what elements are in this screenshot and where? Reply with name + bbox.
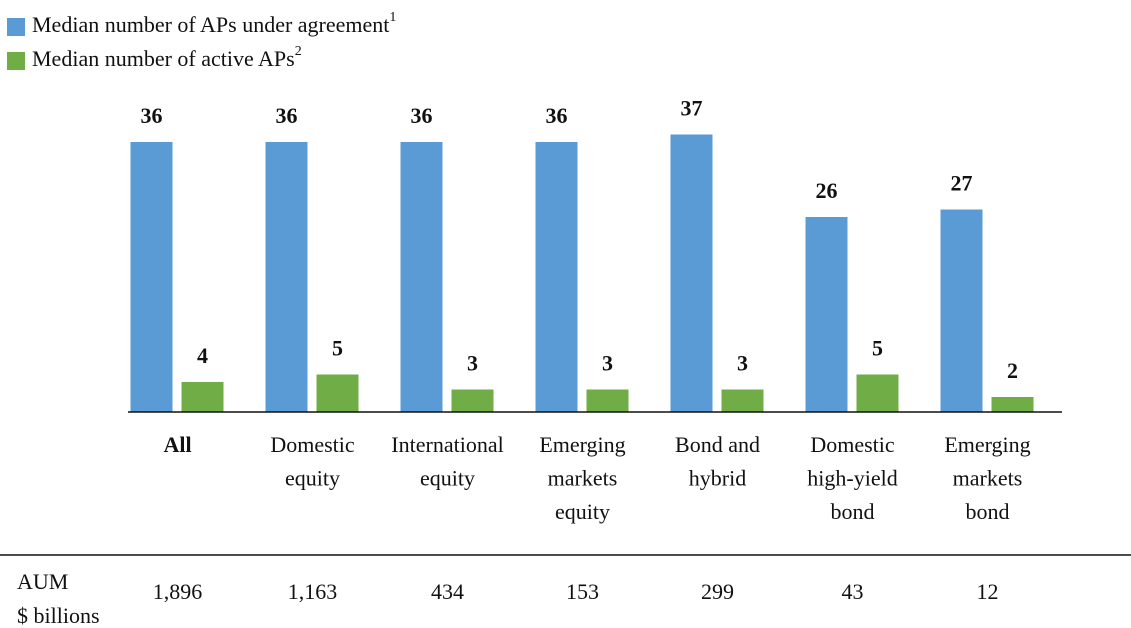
bar [586,389,629,412]
data-label: 3 [737,351,748,376]
data-label: 3 [467,351,478,376]
x-tick-label: bond [831,499,875,524]
data-label: 26 [816,178,838,203]
legend-swatch [7,18,25,36]
bar [940,209,983,412]
legend-note: 2 [295,44,302,59]
x-tick-label: markets [953,466,1023,491]
data-label: 36 [546,103,568,128]
bar [265,142,308,412]
bar [400,142,443,412]
x-tick-label: equity [420,466,475,491]
x-tick-label: high-yield [807,466,897,491]
data-label: 5 [332,336,343,361]
x-tick-label: equity [285,466,340,491]
legend-label: Median number of active APs2 [32,44,302,71]
bar [805,217,848,412]
bar [991,397,1034,412]
legend-name: Median number of active APs [32,46,295,71]
legend-label: Median number of APs under agreement1 [32,10,396,37]
aum-label: AUM [17,569,68,594]
aum-value: 299 [701,579,734,604]
aum-label: $ billions [17,603,100,628]
data-label: 4 [197,343,208,368]
x-tick-label: All [163,432,191,457]
x-tick-label: Emerging [539,432,625,457]
x-tick-label: Bond and [675,432,760,457]
bar [670,134,713,412]
aum-value: 1,163 [288,579,338,604]
legend-swatch [7,52,25,70]
data-label: 3 [602,351,613,376]
data-label: 36 [411,103,433,128]
x-tick-label: Emerging [944,432,1030,457]
data-label: 5 [872,336,883,361]
bar [721,389,764,412]
x-tick-label: Domestic [270,432,355,457]
data-label: 37 [681,96,703,121]
aum-value: 1,896 [153,579,203,604]
bar [451,389,494,412]
bar [181,382,224,412]
data-label: 36 [276,103,298,128]
bar [535,142,578,412]
data-label: 2 [1007,358,1018,383]
x-tick-label: bond [966,499,1010,524]
aum-value: 153 [566,579,599,604]
legend-note: 1 [389,10,396,25]
data-label: 36 [141,103,163,128]
x-tick-label: International [391,432,503,457]
bar [130,142,173,412]
legend-name: Median number of APs under agreement [32,12,389,37]
aum-value: 434 [431,579,464,604]
x-tick-label: hybrid [689,466,746,491]
bar [856,374,899,412]
bar [316,374,359,412]
x-tick-label: equity [555,499,610,524]
data-label: 27 [951,171,973,196]
aum-value: 43 [842,579,864,604]
x-tick-label: markets [548,466,618,491]
x-tick-label: Domestic [810,432,895,457]
aum-value: 12 [977,579,999,604]
